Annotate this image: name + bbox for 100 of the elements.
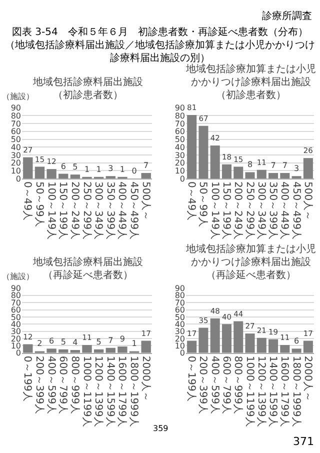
y-tick-label: 30 xyxy=(10,150,21,160)
chart-subtitle: （初診患者数） xyxy=(216,89,286,101)
y-axis-title: （施設） xyxy=(2,92,34,101)
x-tick-label: 300～349人 xyxy=(92,181,104,240)
data-label: 18 xyxy=(222,152,232,162)
data-label: 11 xyxy=(256,158,267,167)
y-tick-label: 50 xyxy=(10,135,21,144)
data-label: 8 xyxy=(247,160,253,170)
y-tick-label: 50 xyxy=(174,312,185,322)
x-tick-label: 500人～ xyxy=(302,181,313,221)
bar xyxy=(222,164,232,178)
y-tick-label: 90 xyxy=(10,104,21,113)
x-tick-label: 200～399人 xyxy=(33,356,44,414)
data-label: 6 xyxy=(49,336,54,346)
y-tick-label: 60 xyxy=(10,306,21,315)
y-tick-label: 60 xyxy=(174,127,185,136)
x-tick-label: 50～99人 xyxy=(33,181,44,227)
chart-title: 地域包括診療加算または小児かかりつけ診療料届出施設 xyxy=(185,63,316,88)
bar xyxy=(23,157,33,178)
y-tick-label: 0 xyxy=(180,174,185,184)
y-axis-title: （施設） xyxy=(2,272,34,281)
bar xyxy=(210,318,220,353)
data-label: 6 xyxy=(294,336,300,346)
bar xyxy=(70,174,80,178)
data-label: 7 xyxy=(270,160,276,170)
x-tick-label: 1000～1199人 xyxy=(244,356,255,427)
data-label: 0 xyxy=(132,166,137,176)
bar xyxy=(198,126,208,178)
bar xyxy=(187,114,197,178)
x-tick-label: 400～449人 xyxy=(278,181,290,240)
x-tick-label: 1400～1599人 xyxy=(267,356,278,427)
bar xyxy=(198,328,208,353)
bar xyxy=(303,340,313,353)
bar xyxy=(210,146,220,178)
bar xyxy=(46,348,56,353)
chart-subtitle: （初診患者数） xyxy=(53,89,123,101)
data-label: 27 xyxy=(23,145,33,154)
data-label: 17 xyxy=(303,328,314,338)
bar xyxy=(187,340,197,353)
y-tick-label: 50 xyxy=(174,135,185,144)
bar xyxy=(292,348,302,353)
bar xyxy=(23,344,33,353)
y-tick-label: 70 xyxy=(10,298,21,308)
bar xyxy=(46,169,56,178)
x-tick-label: 600～799人 xyxy=(220,356,232,414)
x-tick-label: 1400～1599人 xyxy=(104,356,116,427)
bar xyxy=(280,345,290,353)
y-tick-label: 60 xyxy=(10,127,21,136)
data-label: 48 xyxy=(210,306,220,316)
data-label: 4 xyxy=(72,338,78,348)
text: 359 xyxy=(153,424,168,433)
data-label: 12 xyxy=(46,157,57,166)
x-tick-label: 150～199人 xyxy=(220,181,232,240)
y-tick-label: 0 xyxy=(16,174,21,184)
chart-subtitle: （再診延べ患者数） xyxy=(43,269,133,281)
x-tick-label: 1200～1399人 xyxy=(92,356,104,427)
x-tick-label: 0～49人 xyxy=(22,181,33,221)
x-tick-label: 50～99人 xyxy=(197,181,208,227)
data-label: 5 xyxy=(96,337,102,346)
data-label: 7 xyxy=(282,160,288,170)
text: 371 xyxy=(293,435,314,448)
bar xyxy=(234,321,244,353)
bar xyxy=(118,346,128,353)
bar xyxy=(141,172,151,178)
chart-title: 地域包括診療料届出施設 xyxy=(32,256,143,268)
text: （地域包括診療料届出施設／地域包括診療加算または小児かかりつけ診療料届出施設の別） xyxy=(5,39,315,64)
text: 図表 3-54 令和５年６月 初診患者数・再診延べ患者数（分布） xyxy=(12,26,308,38)
data-label: 9 xyxy=(120,334,125,344)
x-tick-label: 800～999人 xyxy=(232,356,244,414)
chart-title: 地域包括診療料届出施設 xyxy=(32,76,143,88)
data-label: 3 xyxy=(108,164,114,174)
y-tick-label: 70 xyxy=(174,119,185,128)
data-label: 21 xyxy=(256,326,267,335)
x-tick-label: 800～999人 xyxy=(68,356,80,414)
data-label: 1 xyxy=(96,164,102,174)
data-label: 27 xyxy=(245,322,255,331)
bar xyxy=(268,172,278,178)
y-tick-label: 50 xyxy=(10,312,21,322)
x-tick-label: 2000人～ xyxy=(140,356,151,402)
x-tick-label: 2000人～ xyxy=(302,356,313,402)
data-label: 7 xyxy=(108,336,114,345)
x-tick-label: 200～249人 xyxy=(68,181,80,240)
y-tick-label: 20 xyxy=(174,334,185,344)
bar xyxy=(256,338,266,353)
y-tick-label: 10 xyxy=(174,342,185,351)
x-tick-label: 0～199人 xyxy=(22,356,33,402)
y-tick-label: 40 xyxy=(10,142,21,152)
data-label: 42 xyxy=(210,134,220,143)
data-label: 15 xyxy=(234,154,244,164)
y-tick-label: 10 xyxy=(10,342,21,351)
x-tick-label: 250～299人 xyxy=(80,181,92,240)
data-label: 35 xyxy=(198,316,208,325)
bar xyxy=(34,166,45,178)
x-tick-label: 400～599人 xyxy=(45,356,56,414)
y-tick-label: 60 xyxy=(174,306,185,315)
x-tick-label: 450～499人 xyxy=(290,181,302,240)
data-label: 17 xyxy=(187,328,197,338)
data-label: 11 xyxy=(82,333,92,342)
data-label: 81 xyxy=(187,103,197,112)
x-tick-label: 300～349人 xyxy=(255,181,266,240)
